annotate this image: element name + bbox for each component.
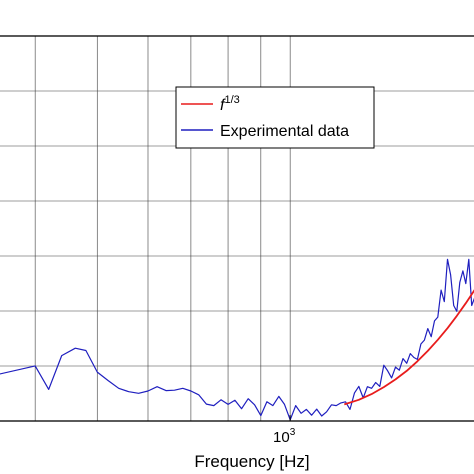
series-layer [0,258,474,421]
x-tick-label: 103 [273,427,296,446]
legend-label-fit-base: f [220,97,226,114]
series-fit-curve [344,289,474,406]
legend-label-data: Experimental data [220,123,349,140]
x-ticks: 103 [273,415,296,446]
x-axis-title: Frequency [Hz] [194,452,309,471]
legend-box [175,86,375,149]
legend-label-fit-exp: 1/3 [224,94,239,106]
legend: f1/3 Experimental data [175,86,375,149]
legend-label-fit: f1/3 [220,94,240,114]
plot-frame [0,35,474,422]
series-experimental-data [0,258,474,421]
